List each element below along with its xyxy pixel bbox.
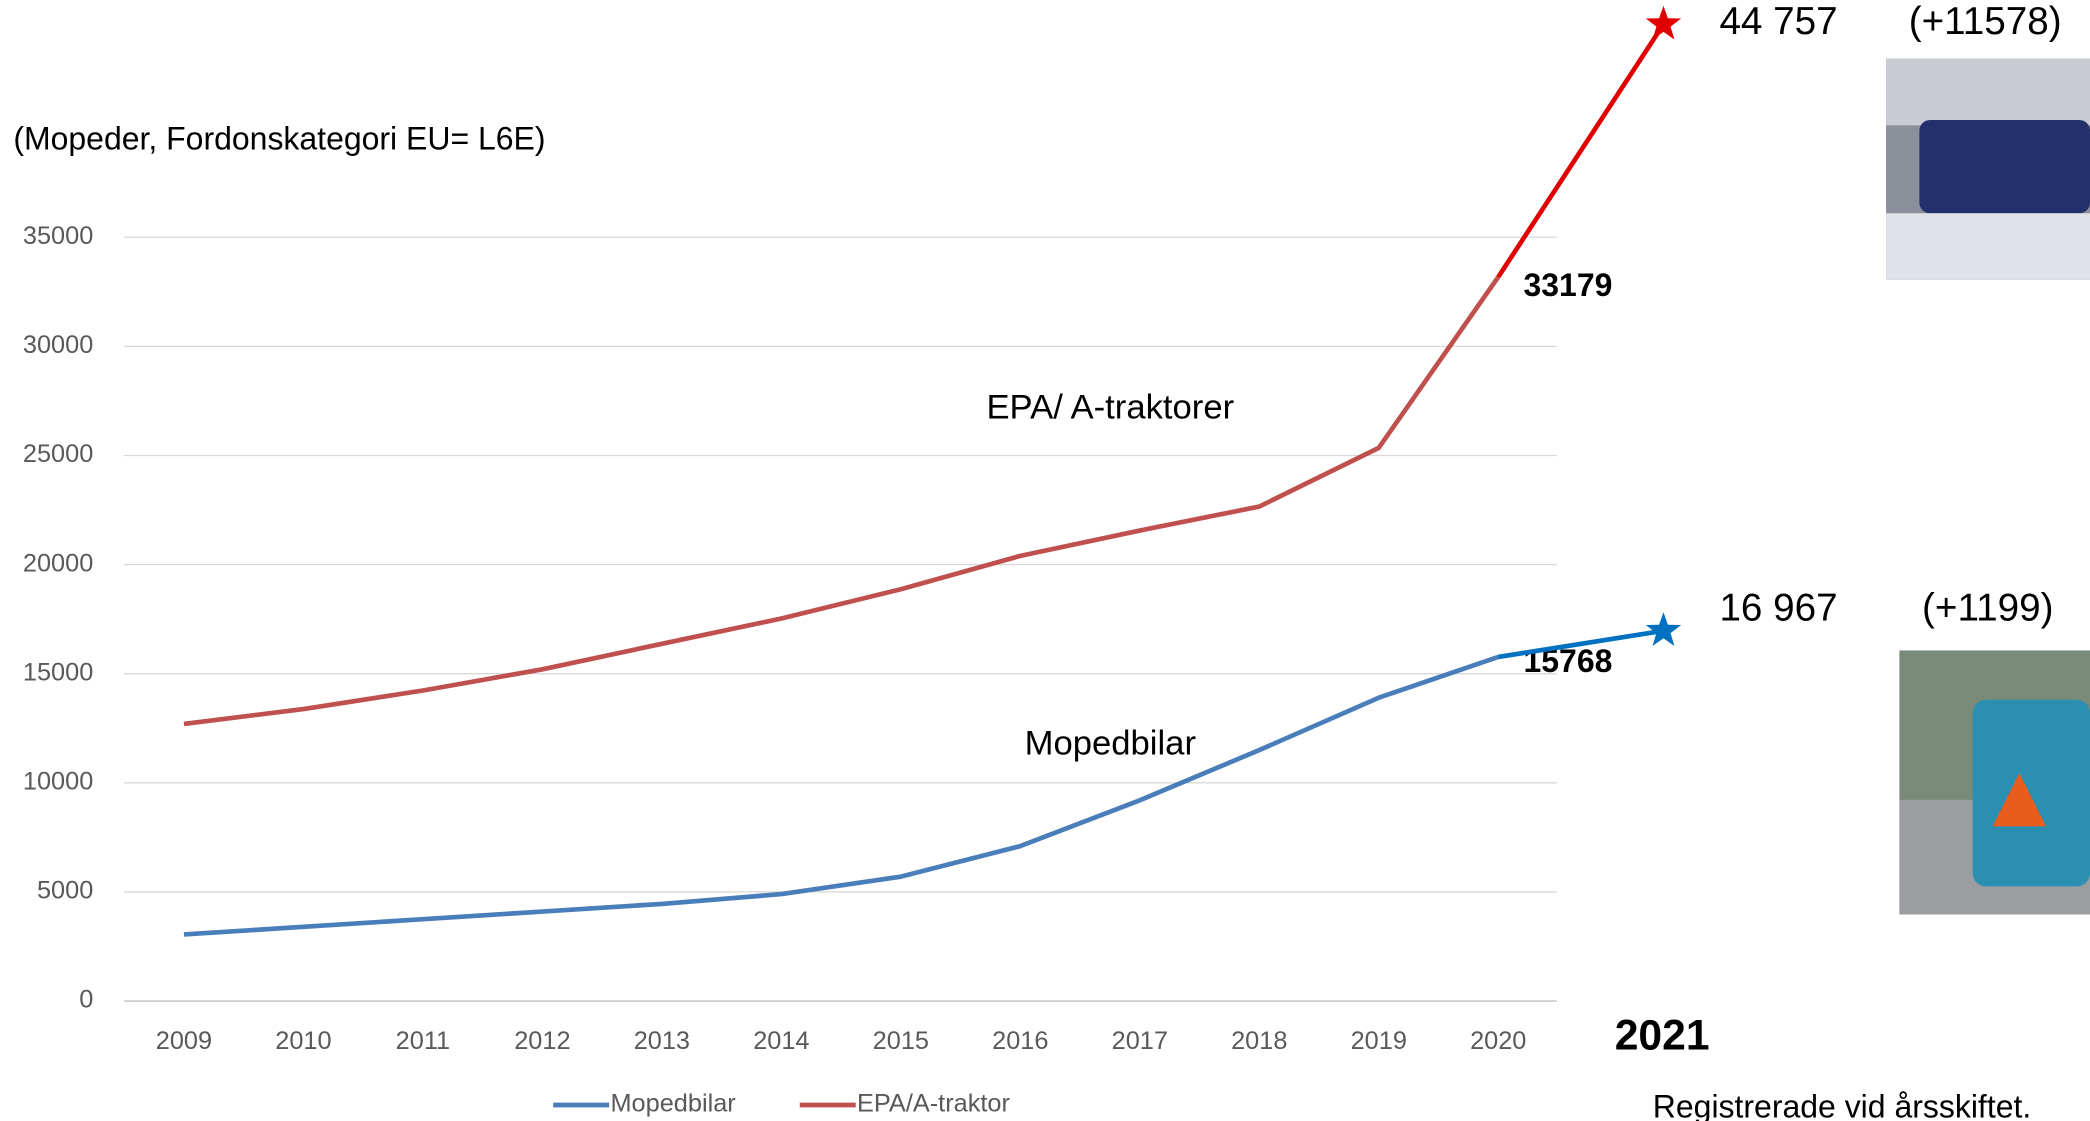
extension-value-label: 16 967 bbox=[1719, 587, 1837, 630]
y-tick-label: 15000 bbox=[23, 658, 93, 686]
extension-star bbox=[1645, 612, 1682, 646]
extension-value-label: 44 757 bbox=[1719, 0, 1837, 43]
x-tick-label: 2010 bbox=[275, 1027, 331, 1055]
legend-label: EPA/A-traktor bbox=[857, 1090, 1010, 1118]
photo-sky bbox=[1886, 58, 2090, 126]
footer: Registrerade vid årsskiftet. bbox=[1653, 1088, 2031, 1121]
extension-label: 2021 bbox=[1615, 1012, 1710, 1060]
x-tick-label: 2013 bbox=[634, 1027, 690, 1055]
series-annotation: Mopedbilar bbox=[1025, 724, 1196, 762]
x-tick-label: 2014 bbox=[753, 1027, 809, 1055]
legend-label: Mopedbilar bbox=[610, 1090, 736, 1118]
series-line bbox=[183, 275, 1501, 727]
x-tick-label: 2016 bbox=[992, 1027, 1048, 1055]
extension-star bbox=[1645, 5, 1682, 40]
x-tick-label: 2020 bbox=[1470, 1027, 1526, 1055]
x-tick-label: 2012 bbox=[514, 1027, 570, 1055]
extension-line bbox=[1496, 23, 1666, 279]
x-tick-label: 2011 bbox=[396, 1027, 450, 1055]
x-tick-label: 2009 bbox=[156, 1027, 212, 1055]
extension-change-label: (+11578) bbox=[1909, 0, 2062, 43]
y-tick-label: 5000 bbox=[37, 877, 93, 905]
photo-snow bbox=[1886, 213, 2090, 280]
photo-car bbox=[1972, 699, 2090, 887]
x-tick-label: 2018 bbox=[1231, 1027, 1287, 1055]
photo-triangle bbox=[1992, 773, 2047, 827]
data-label: 15768 bbox=[1524, 643, 1613, 679]
y-tick-label: 35000 bbox=[23, 222, 93, 250]
y-tick-label: 0 bbox=[79, 986, 93, 1014]
y-tick-label: 20000 bbox=[23, 549, 93, 577]
y-tick-label: 25000 bbox=[23, 440, 93, 468]
data-label: 33179 bbox=[1524, 267, 1613, 303]
y-tick-label: 30000 bbox=[23, 331, 93, 359]
extension-change-label: (+1199) bbox=[1922, 587, 2053, 630]
series-annotation: EPA/ A-traktorer bbox=[986, 388, 1234, 426]
x-tick-label: 2015 bbox=[873, 1027, 929, 1055]
series-line bbox=[183, 654, 1499, 937]
y-tick-label: 10000 bbox=[23, 767, 93, 795]
subtitle: (Mopeder, Fordonskategori EU= L6E) bbox=[13, 121, 545, 157]
extension-line bbox=[1497, 628, 1664, 660]
x-tick-label: 2019 bbox=[1351, 1027, 1407, 1055]
photo-car bbox=[1919, 119, 2090, 214]
x-tick-label: 2017 bbox=[1112, 1027, 1168, 1055]
